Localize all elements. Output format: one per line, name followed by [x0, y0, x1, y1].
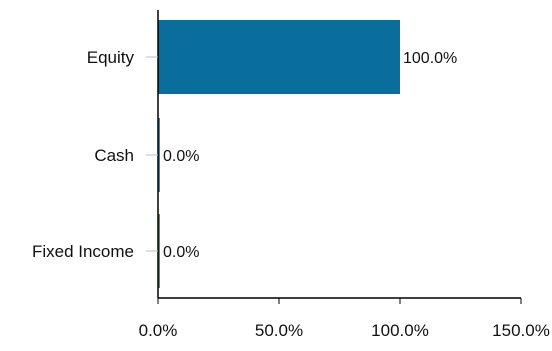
- bar-equity: [158, 20, 400, 94]
- labels-layer: 0.0% 50.0% 100.0% 150.0% Equity Cash Fixed Inc…: [32, 48, 550, 340]
- data-label: 0.0%: [163, 148, 199, 165]
- category-label: Fixed Income: [32, 242, 134, 261]
- x-tick-label: 100.0%: [371, 321, 429, 340]
- category-label: Equity: [87, 48, 135, 67]
- axes-layer: [146, 10, 522, 304]
- bars-layer: [158, 20, 400, 288]
- data-label: 0.0%: [163, 244, 199, 261]
- bar-fixed-income: [158, 214, 160, 288]
- x-tick-label: 150.0%: [492, 321, 550, 340]
- category-label: Cash: [94, 146, 134, 165]
- data-label: 100.0%: [403, 50, 457, 67]
- bar-cash: [158, 118, 160, 192]
- x-tick-label: 50.0%: [255, 321, 303, 340]
- x-tick-label: 0.0%: [139, 321, 178, 340]
